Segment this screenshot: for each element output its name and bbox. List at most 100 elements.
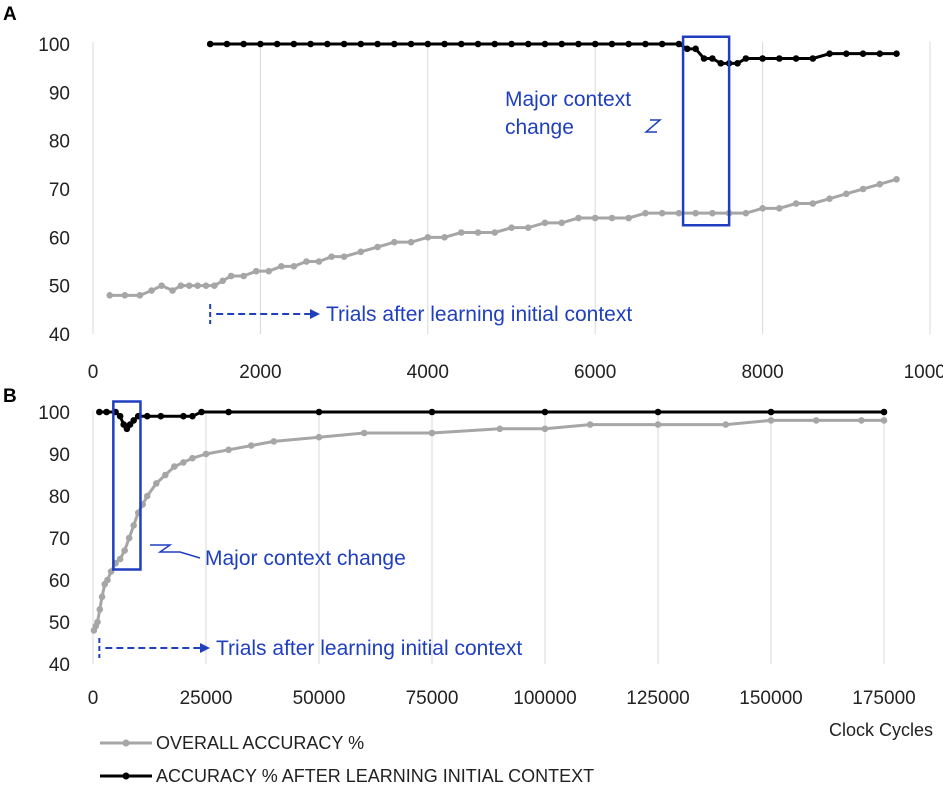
chart-panel-a: 0 2000 4000 6000 8000 10000 40 50 60 70 80 90 100 Maj… — [38, 35, 943, 383]
data-point — [826, 195, 833, 202]
y-tick-label: 70 — [49, 529, 70, 550]
data-point — [683, 45, 691, 53]
data-point — [625, 40, 632, 48]
data-point — [742, 209, 750, 217]
data-point — [143, 492, 151, 500]
data-point — [654, 408, 662, 416]
y-tick-label: 80 — [49, 487, 70, 508]
data-point — [759, 55, 766, 62]
data-point — [96, 408, 103, 416]
data-point — [202, 450, 210, 458]
data-point — [206, 40, 214, 48]
data-point — [792, 200, 800, 207]
data-point — [121, 547, 128, 554]
data-point — [776, 205, 783, 212]
context-change-box — [112, 400, 142, 571]
data-point — [591, 40, 599, 48]
data-point — [424, 40, 432, 48]
series-line — [210, 42, 897, 65]
data-point — [98, 593, 106, 601]
x-tick-label: 125000 — [626, 688, 689, 709]
data-point — [130, 417, 137, 424]
data-point — [608, 214, 616, 222]
data-point — [374, 243, 381, 251]
data-point — [407, 40, 415, 48]
panel-letter-a: A — [3, 4, 17, 25]
x-axis-label: Clock Cycles — [829, 720, 933, 740]
data-point — [826, 50, 833, 57]
y-tick-label: 50 — [49, 613, 70, 634]
data-point — [496, 425, 504, 433]
y-tick-label: 80 — [49, 132, 70, 153]
data-point — [171, 463, 178, 470]
y-tick-label: 90 — [49, 445, 70, 466]
chart-panel-b: 0 25000 50000 75000 100000 125000 150000 175000… — [38, 400, 916, 709]
data-point — [767, 417, 775, 424]
data-point — [742, 55, 750, 62]
data-point — [859, 50, 867, 57]
data-point — [843, 190, 850, 198]
data-point — [315, 408, 323, 416]
data-point — [103, 408, 110, 416]
data-point — [441, 40, 448, 48]
data-point — [177, 282, 185, 289]
data-point — [157, 412, 165, 420]
data-point — [524, 40, 532, 48]
data-point — [880, 417, 888, 424]
data-point — [709, 209, 716, 217]
data-point — [508, 40, 515, 48]
data-point — [809, 200, 817, 207]
data-point — [136, 292, 144, 299]
y-tick-label: 40 — [49, 655, 70, 676]
data-point — [360, 429, 368, 437]
data-point — [290, 263, 298, 270]
data-point — [265, 267, 273, 275]
trials-arrow-head — [310, 309, 320, 319]
data-point — [457, 229, 465, 236]
data-point — [130, 522, 137, 529]
data-point — [391, 40, 398, 48]
data-point — [125, 534, 133, 542]
trials-arrow-head — [200, 643, 210, 653]
data-point — [776, 55, 783, 62]
data-point — [357, 40, 365, 48]
data-point — [654, 421, 662, 428]
data-point — [315, 258, 323, 265]
data-point — [223, 40, 231, 48]
data-point — [843, 50, 850, 57]
data-point — [106, 292, 114, 299]
x-tick-label: 0 — [88, 362, 99, 383]
data-point — [625, 214, 632, 222]
data-point — [457, 40, 465, 48]
annotation-label: Major context change — [205, 547, 406, 570]
y-tick-label: 90 — [49, 83, 70, 104]
data-point — [541, 408, 549, 416]
data-point — [424, 234, 432, 241]
data-point — [586, 421, 594, 428]
data-point — [307, 40, 314, 48]
panel-letter-b: B — [3, 386, 17, 407]
data-point — [270, 438, 278, 445]
data-point — [189, 454, 196, 462]
data-point — [104, 576, 111, 584]
data-point — [180, 459, 187, 466]
data-point — [876, 180, 884, 188]
data-point — [642, 209, 649, 217]
data-point — [474, 229, 482, 236]
data-point — [491, 229, 499, 236]
data-point — [247, 442, 255, 449]
data-point — [152, 480, 160, 487]
y-tick-label: 40 — [49, 325, 70, 346]
data-point — [642, 40, 649, 48]
y-tick-label: 100 — [38, 35, 70, 56]
x-tick-label: 10000 — [904, 362, 943, 383]
data-point — [858, 417, 865, 424]
data-point — [278, 263, 285, 270]
data-point — [812, 417, 820, 424]
data-point — [252, 267, 260, 275]
data-point — [303, 258, 310, 265]
data-point — [148, 287, 155, 294]
x-tick-label: 0 — [88, 688, 99, 709]
data-point — [675, 40, 683, 48]
